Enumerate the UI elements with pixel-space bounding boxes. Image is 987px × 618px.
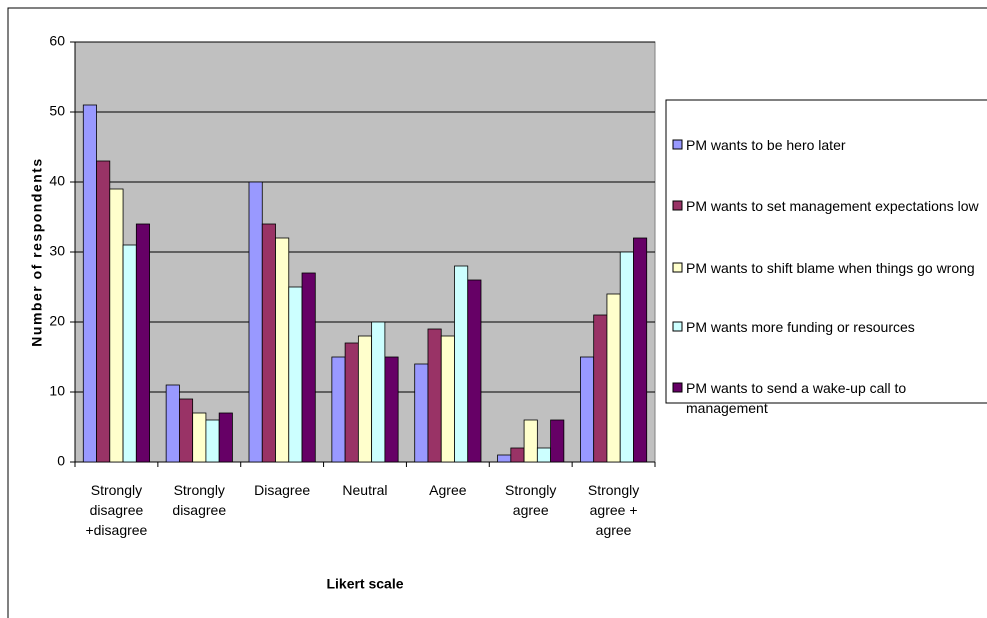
x-tick-label: Strongly disagree	[172, 482, 227, 518]
legend-box	[665, 99, 987, 404]
bar	[109, 188, 124, 463]
x-tick-label: Strongly agree + agree	[587, 482, 640, 538]
x-tick-label: Agree	[429, 482, 467, 498]
bar	[344, 342, 359, 463]
bar	[218, 412, 233, 463]
bar	[536, 447, 551, 463]
x-tick-label: Strongly agree	[505, 482, 557, 518]
x-axis-label: Likert scale	[326, 576, 403, 592]
y-tick-label: 30	[49, 243, 65, 259]
bar	[427, 328, 442, 463]
legend-swatch	[672, 321, 683, 332]
bar	[550, 419, 565, 463]
y-tick-label: 40	[49, 173, 65, 189]
legend-label: PM wants to shift blame when things go w…	[686, 260, 975, 276]
y-tick-label: 10	[49, 383, 65, 399]
bar	[178, 398, 194, 463]
bar	[122, 244, 137, 463]
bar	[165, 384, 180, 463]
y-axis-label: Number of respondents	[29, 157, 45, 346]
legend-swatch	[672, 200, 683, 211]
bar	[192, 412, 207, 463]
bar	[357, 335, 373, 463]
legend-label: PM wants to be hero later	[686, 137, 846, 153]
bar	[275, 237, 290, 463]
bar	[261, 223, 276, 463]
legend-swatch	[672, 382, 683, 393]
bar	[467, 279, 482, 463]
bar	[606, 293, 621, 463]
bar	[454, 265, 469, 463]
bar	[288, 286, 303, 463]
bar	[593, 314, 608, 463]
legend-label: PM wants more funding or resources	[686, 319, 915, 335]
x-tick-label: Neutral	[342, 482, 388, 498]
bar	[523, 419, 538, 463]
y-tick-label: 50	[49, 103, 65, 119]
bar	[414, 363, 429, 463]
bar	[633, 237, 648, 463]
legend-label: PM wants to send a wake-up call to manag…	[686, 380, 907, 416]
y-tick-label: 0	[57, 453, 65, 469]
bar	[510, 447, 525, 463]
bar	[384, 356, 399, 463]
bar	[497, 454, 512, 463]
bar	[248, 181, 263, 463]
legend-swatch	[672, 139, 683, 150]
y-tick-label: 60	[49, 33, 65, 49]
y-tick-label: 20	[49, 313, 65, 329]
x-tick-label: Disagree	[254, 482, 311, 498]
legend-swatch	[672, 262, 683, 273]
bar	[371, 321, 386, 463]
bar	[82, 104, 97, 463]
bar	[619, 251, 634, 463]
bar	[301, 272, 316, 463]
bar	[580, 356, 595, 463]
x-tick-label: Strongly disagree +disagree	[85, 482, 148, 538]
legend-label: PM wants to set management expectations …	[686, 198, 979, 214]
bar	[331, 356, 346, 463]
bar	[135, 223, 150, 463]
bar	[96, 160, 111, 463]
bar	[205, 419, 220, 463]
bar	[440, 335, 455, 463]
